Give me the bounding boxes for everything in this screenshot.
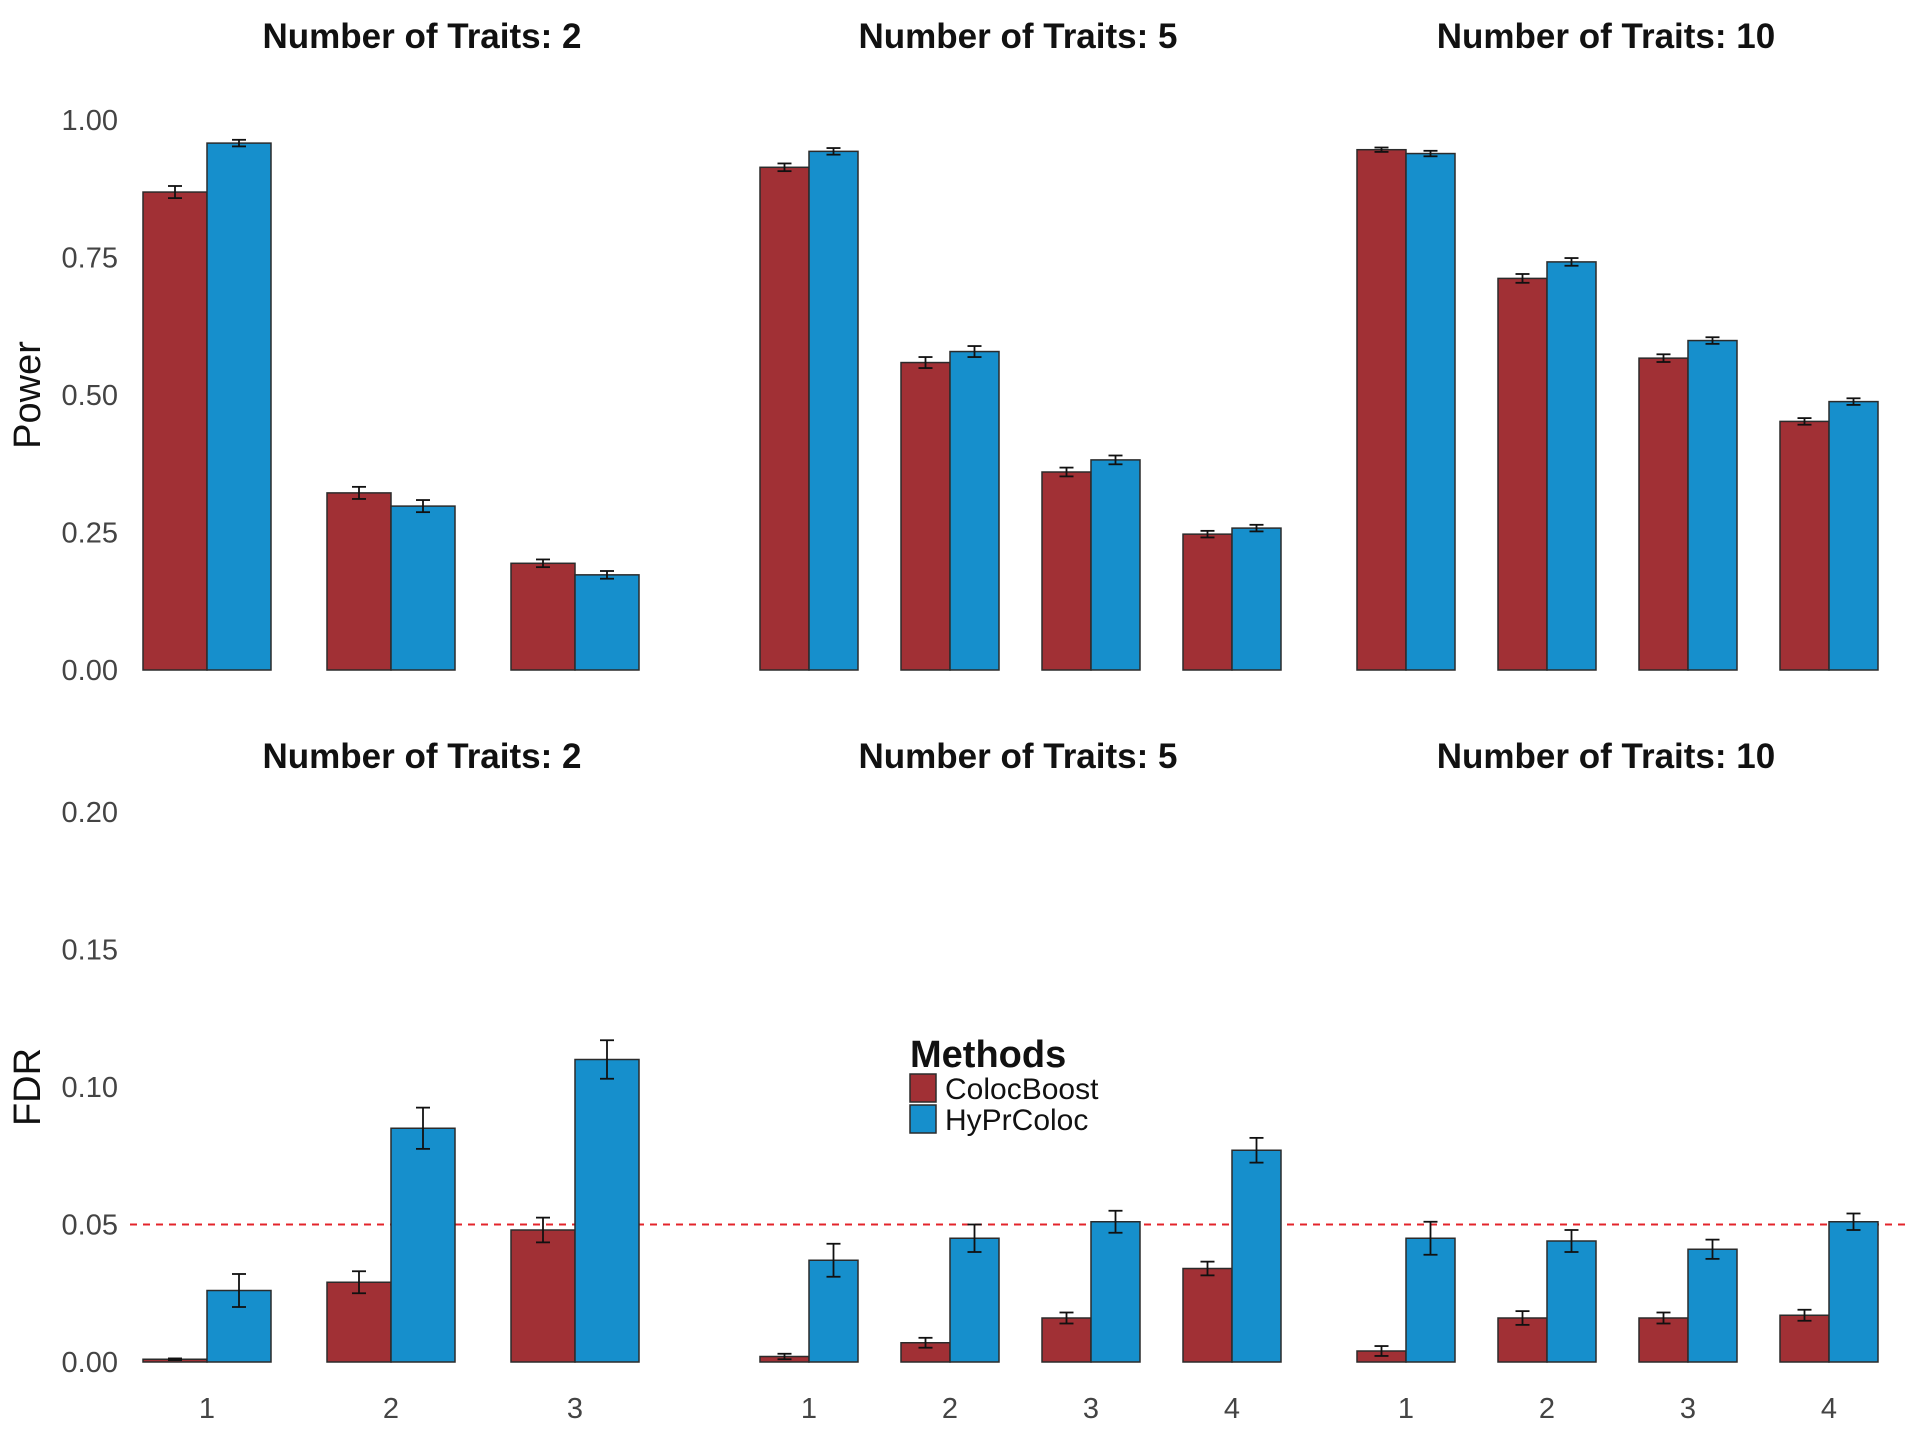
bar-colocboost xyxy=(1041,471,1092,671)
y-axis-title: FDR xyxy=(7,1048,49,1126)
x-tick-label: 3 xyxy=(1083,1393,1099,1425)
legend-swatch-colocboost xyxy=(909,1073,937,1103)
bar-colocboost xyxy=(326,492,392,671)
bar-colocboost xyxy=(759,166,810,671)
bar-hyprcoloc xyxy=(390,1127,456,1363)
bar-hyprcoloc xyxy=(206,142,272,671)
y-tick-label: 0.20 xyxy=(62,797,118,829)
bar-colocboost xyxy=(1356,148,1407,671)
panel-title: Number of Traits: 2 xyxy=(263,17,582,56)
bar-colocboost xyxy=(900,361,951,671)
y-tick-label: 0.50 xyxy=(62,380,118,412)
x-tick-label: 2 xyxy=(1539,1393,1555,1425)
bar-hyprcoloc xyxy=(1231,527,1282,671)
x-tick-label: 3 xyxy=(567,1393,583,1425)
bar-colocboost xyxy=(1638,1317,1689,1363)
bar-hyprcoloc xyxy=(1090,459,1141,671)
legend-title: Methods xyxy=(910,1034,1066,1076)
bar-hyprcoloc xyxy=(574,1058,640,1363)
x-tick-label: 2 xyxy=(942,1393,958,1425)
y-tick-label: 0.25 xyxy=(62,518,118,550)
y-tick-label: 0.00 xyxy=(62,655,118,687)
bar-hyprcoloc xyxy=(1546,261,1597,671)
bar-colocboost xyxy=(142,191,208,671)
bar-colocboost xyxy=(1041,1317,1092,1363)
bar-colocboost xyxy=(510,562,576,671)
bar-colocboost xyxy=(1638,357,1689,671)
bar-colocboost xyxy=(1497,277,1548,671)
x-tick-label: 1 xyxy=(199,1393,215,1425)
panel-title: Number of Traits: 10 xyxy=(1437,17,1775,56)
bar-colocboost xyxy=(1182,533,1233,671)
bar-hyprcoloc xyxy=(1231,1149,1282,1363)
x-tick-label: 1 xyxy=(1398,1393,1414,1425)
bar-hyprcoloc xyxy=(1546,1240,1597,1363)
bar-hyprcoloc xyxy=(1090,1221,1141,1363)
panel-title: Number of Traits: 5 xyxy=(859,17,1178,56)
bar-colocboost xyxy=(1779,1314,1830,1363)
bar-hyprcoloc xyxy=(949,350,1000,671)
legend-label-hyprcoloc: HyPrColoc xyxy=(945,1104,1088,1137)
x-tick-label: 1 xyxy=(801,1393,817,1425)
legend-swatch-hyprcoloc xyxy=(909,1104,937,1134)
bar-hyprcoloc xyxy=(574,574,640,671)
bar-colocboost xyxy=(1182,1267,1233,1363)
y-tick-label: 0.10 xyxy=(62,1072,118,1104)
bar-hyprcoloc xyxy=(1687,339,1738,671)
panel-title: Number of Traits: 5 xyxy=(859,737,1178,776)
y-tick-label: 0.00 xyxy=(62,1347,118,1379)
legend-label-colocboost: ColocBoost xyxy=(945,1073,1099,1106)
bar-colocboost xyxy=(510,1229,576,1363)
x-tick-label: 2 xyxy=(383,1393,399,1425)
panel-title: Number of Traits: 2 xyxy=(263,737,582,776)
bar-colocboost xyxy=(1779,420,1830,671)
bar-hyprcoloc xyxy=(1687,1248,1738,1363)
bar-hyprcoloc xyxy=(808,150,859,671)
plot-layer: 0.00 0.25 0.50 0.75 1.00 Power Number of Trait… xyxy=(7,17,1905,1425)
y-axis-title: Power xyxy=(7,341,49,449)
bar-hyprcoloc xyxy=(1405,1237,1456,1363)
bar-hyprcoloc xyxy=(1828,400,1879,671)
bar-hyprcoloc xyxy=(390,505,456,671)
y-tick-label: 1.00 xyxy=(62,105,118,137)
y-tick-label: 0.05 xyxy=(62,1210,118,1242)
legend: Methods ColocBoost HyPrColoc xyxy=(909,1034,1099,1137)
x-tick-label: 4 xyxy=(1224,1393,1240,1425)
x-tick-label: 3 xyxy=(1680,1393,1696,1425)
bar-hyprcoloc xyxy=(1828,1221,1879,1363)
bar-colocboost xyxy=(326,1281,392,1363)
bar-hyprcoloc xyxy=(1405,152,1456,671)
y-tick-label: 0.75 xyxy=(62,243,118,275)
panel-title: Number of Traits: 10 xyxy=(1437,737,1775,776)
x-tick-label: 4 xyxy=(1821,1393,1837,1425)
y-tick-label: 0.15 xyxy=(62,935,118,967)
bar-hyprcoloc xyxy=(949,1237,1000,1363)
